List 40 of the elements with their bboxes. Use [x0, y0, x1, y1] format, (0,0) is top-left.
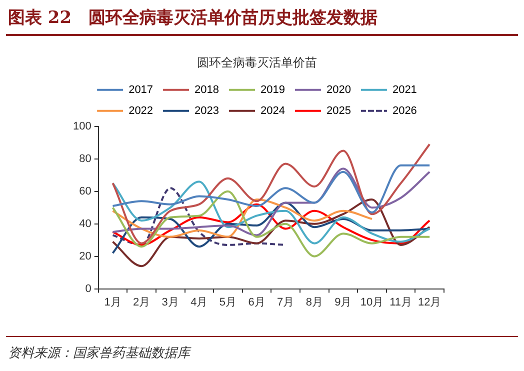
x-tick-label: 6月 — [248, 296, 266, 308]
x-tick-label: 12月 — [418, 296, 442, 308]
x-tick-label: 10月 — [360, 296, 384, 308]
y-tick-label: 0 — [85, 282, 92, 295]
y-tick-label: 100 — [72, 120, 92, 132]
legend-label: 2017 — [128, 84, 154, 96]
line-series — [112, 180, 431, 244]
line-series — [112, 168, 431, 236]
legend-label: 2021 — [392, 84, 417, 96]
y-tick-label: 80 — [79, 152, 92, 165]
line-series — [112, 203, 431, 246]
y-tick-label: 60 — [79, 185, 92, 198]
y-tick-label: 40 — [79, 218, 92, 230]
line-series — [112, 202, 431, 254]
chart-subtitle: 圆环全病毒灭活单价苗 — [197, 56, 317, 70]
x-tick-label: 11月 — [390, 296, 412, 308]
line-series — [112, 198, 373, 238]
x-tick-label: 9月 — [334, 296, 352, 308]
x-tick-label: 4月 — [190, 296, 208, 308]
legend-label: 2025 — [326, 104, 351, 117]
legend-label: 2020 — [326, 84, 351, 96]
legend-label: 2022 — [128, 104, 154, 117]
legend-label: 2018 — [194, 84, 220, 96]
legend-label: 2024 — [260, 104, 285, 117]
x-tick-label: 7月 — [277, 296, 294, 308]
line-series — [112, 164, 431, 214]
x-tick-label: 3月 — [162, 296, 179, 308]
line-series — [112, 143, 431, 244]
x-tick-label: 1月 — [104, 296, 122, 308]
x-tick-label: 2月 — [132, 296, 150, 308]
line-series — [112, 198, 431, 268]
legend-label: 2026 — [392, 104, 417, 117]
x-tick-label: 8月 — [306, 296, 323, 308]
y-tick-label: 20 — [79, 250, 92, 262]
chart-title: 图表 22 圆环全病毒灭活单价苗历史批签发数据 — [8, 7, 378, 29]
text: 资料来源：国家兽药基础数据库 — [8, 345, 190, 362]
line-series — [112, 190, 431, 258]
x-tick-label: 5月 — [219, 296, 237, 308]
legend-label: 2019 — [260, 84, 285, 96]
legend-label: 2023 — [194, 104, 220, 117]
